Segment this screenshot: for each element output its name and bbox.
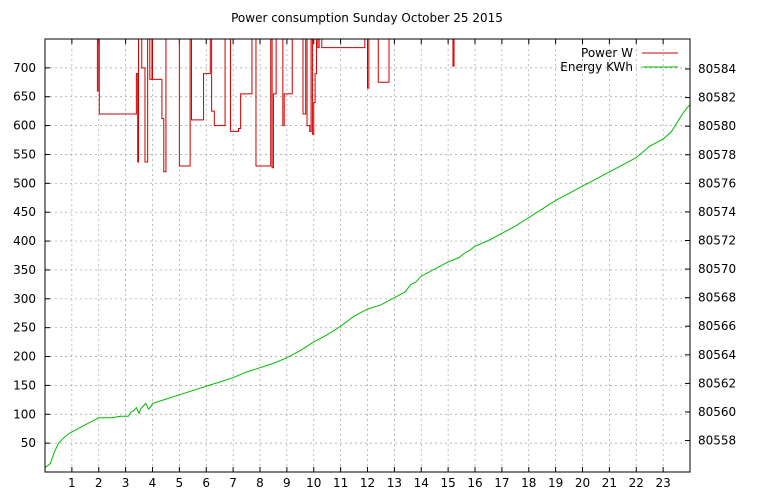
x-tick-label: 5: [176, 476, 184, 490]
energy-series-line: [45, 104, 690, 469]
x-tick-label: 12: [360, 476, 375, 490]
y2-tick-label: 80572: [698, 233, 736, 247]
y-tick-label: 100: [13, 407, 36, 421]
y-tick-label: 350: [13, 263, 36, 277]
axis-ticks: 1 2 3 4 5 6 7 8 9 10 11 12 13 14 15 16 17 18 19 20 21 22 23501…: [13, 39, 736, 490]
x-tick-label: 1: [68, 476, 76, 490]
legend-label-energy: Energy KWh: [560, 60, 633, 74]
x-tick-label: 20: [575, 476, 590, 490]
chart-title: Power consumption Sunday October 25 2015: [231, 11, 503, 25]
y2-tick-label: 80570: [698, 262, 736, 276]
y2-tick-label: 80582: [698, 91, 736, 105]
x-tick-label: 17: [494, 476, 509, 490]
x-tick-label: 22: [629, 476, 644, 490]
power-series-line: [96, 39, 455, 173]
y-tick-label: 400: [13, 234, 36, 248]
y2-tick-label: 80568: [698, 291, 736, 305]
y-tick-label: 600: [13, 119, 36, 133]
y-tick-label: 300: [13, 292, 36, 306]
x-tick-label: 13: [387, 476, 402, 490]
legend: Power W Energy KWh: [560, 46, 678, 74]
plot-series: [45, 39, 690, 469]
y2-tick-label: 80558: [698, 434, 736, 448]
plot-frame: [44, 38, 691, 473]
x-tick-label: 4: [149, 476, 157, 490]
y2-tick-label: 80564: [698, 348, 736, 362]
y2-tick-label: 80562: [698, 376, 736, 390]
y2-tick-label: 80576: [698, 176, 736, 190]
y2-tick-label: 80578: [698, 148, 736, 162]
x-tick-label: 6: [202, 476, 210, 490]
y2-tick-label: 80574: [698, 205, 736, 219]
x-tick-label: 21: [602, 476, 617, 490]
x-tick-label: 7: [229, 476, 237, 490]
x-tick-label: 15: [440, 476, 455, 490]
y-tick-label: 450: [13, 205, 36, 219]
y-tick-label: 200: [13, 350, 36, 364]
y-tick-label: 500: [13, 176, 36, 190]
x-tick-label: 19: [548, 476, 563, 490]
x-tick-label: 8: [256, 476, 264, 490]
y-tick-label: 150: [13, 378, 36, 392]
x-tick-label: 16: [467, 476, 482, 490]
x-tick-label: 18: [521, 476, 536, 490]
x-tick-label: 9: [283, 476, 291, 490]
legend-label-power: Power W: [581, 46, 633, 60]
y2-tick-label: 80580: [698, 119, 736, 133]
x-tick-label: 11: [333, 476, 348, 490]
y2-tick-label: 80560: [698, 405, 736, 419]
x-tick-label: 10: [306, 476, 321, 490]
grid-lines: [45, 39, 690, 472]
x-tick-label: 14: [414, 476, 429, 490]
x-tick-label: 23: [655, 476, 670, 490]
y2-tick-label: 80566: [698, 319, 736, 333]
y2-tick-label: 80584: [698, 62, 736, 76]
y-tick-label: 700: [13, 61, 36, 75]
x-tick-label: 3: [122, 476, 130, 490]
y-tick-label: 50: [21, 436, 36, 450]
y-tick-label: 650: [13, 90, 36, 104]
x-tick-label: 2: [95, 476, 103, 490]
y-tick-label: 550: [13, 147, 36, 161]
y-tick-label: 250: [13, 321, 36, 335]
